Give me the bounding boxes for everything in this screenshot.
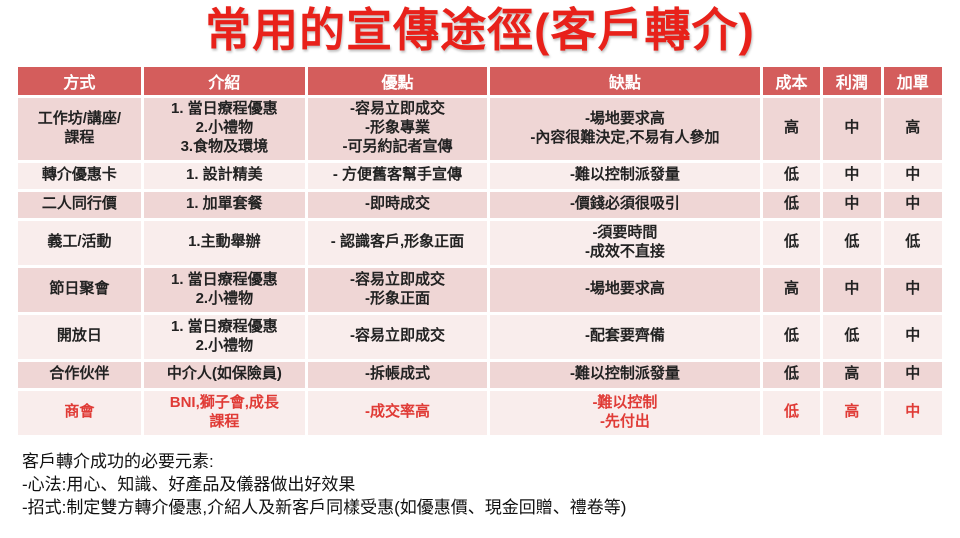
table-cell: 二人同行價 <box>18 191 141 218</box>
table-row: 商會 BNI,獅子會,成長 課程 -成交率高 -難以控制 -先付出低高中 <box>18 390 942 435</box>
page-title: 常用的宣傳途徑(客戶轉介) <box>205 4 755 56</box>
table-cell: 1.主動舉辦 <box>143 220 305 265</box>
table-cell: 節日聚會 <box>18 267 141 312</box>
table-cell: -場地要求高 -內容很難決定,不易有人參加 <box>490 97 760 160</box>
table-cell: 中 <box>883 267 942 312</box>
table-cell: -難以控制派發量 <box>490 162 760 189</box>
table-cell: 低 <box>762 361 821 388</box>
table-row: 合作伙伴 中介人(如保險員) -拆帳成式 -難以控制派發量低高中 <box>18 361 942 388</box>
table-cell: 低 <box>823 220 881 265</box>
footer-notes: 客戶轉介成功的必要元素: -心法:用心、知識、好產品及儀器做出好效果 -招式:制定雙… <box>22 450 960 520</box>
table-cell: 中 <box>883 191 942 218</box>
table-row: 義工/活動 1.主動舉辦 - 認識客戶,形象正面 -須要時間 -成效不直接低低低 <box>18 220 942 265</box>
table-cell: -配套要齊備 <box>490 314 760 359</box>
table-cell: 低 <box>823 314 881 359</box>
table-header-row: 方式 介紹 優點 缺點 成本 利潤 加單 <box>18 66 942 95</box>
footer-line: 客戶轉介成功的必要元素: <box>22 451 214 471</box>
table-cell: 低 <box>762 191 821 218</box>
table-cell: -價錢必須很吸引 <box>490 191 760 218</box>
table-cell: -容易立即成交 -形象正面 <box>307 267 488 312</box>
table-row: 節日聚會 1. 當日療程優惠 2.小禮物 -容易立即成交 -形象正面 -場地要求高高中… <box>18 267 942 312</box>
table-cell: -即時成交 <box>307 191 488 218</box>
table-cell: 低 <box>762 390 821 435</box>
table-cell: -須要時間 -成效不直接 <box>490 220 760 265</box>
table-cell: -場地要求高 <box>490 267 760 312</box>
table-cell: 高 <box>762 267 821 312</box>
table-cell: - 認識客戶,形象正面 <box>307 220 488 265</box>
table-cell: 開放日 <box>18 314 141 359</box>
column-header: 優點 <box>307 66 488 95</box>
table-header: 方式 介紹 優點 缺點 成本 利潤 加單 <box>18 66 942 95</box>
table-cell: 中 <box>883 390 942 435</box>
table-cell: 合作伙伴 <box>18 361 141 388</box>
column-header: 介紹 <box>143 66 305 95</box>
table-cell: 低 <box>883 220 942 265</box>
table-row: 轉介優惠卡 1. 設計精美 - 方便舊客幫手宣傳 -難以控制派發量低中中 <box>18 162 942 189</box>
table-cell: 1. 當日療程優惠 2.小禮物 <box>143 314 305 359</box>
footer-line: -心法:用心、知識、好產品及儀器做出好效果 <box>22 474 356 494</box>
table-cell: 轉介優惠卡 <box>18 162 141 189</box>
table-cell: 高 <box>762 97 821 160</box>
table-cell: 中 <box>883 314 942 359</box>
table-cell: 1. 設計精美 <box>143 162 305 189</box>
table-cell: 中 <box>823 191 881 218</box>
table-cell: BNI,獅子會,成長 課程 <box>143 390 305 435</box>
table-row: 開放日 1. 當日療程優惠 2.小禮物 -容易立即成交 -配套要齊備低低中 <box>18 314 942 359</box>
table-cell: 1. 當日療程優惠 2.小禮物 3.食物及環境 <box>143 97 305 160</box>
footer-line: -招式:制定雙方轉介優惠,介紹人及新客戶同樣受惠(如優惠價、現金回贈、禮卷等) <box>22 498 627 518</box>
table-cell: 中介人(如保險員) <box>143 361 305 388</box>
table-cell: -拆帳成式 <box>307 361 488 388</box>
column-header: 加單 <box>883 66 942 95</box>
table-body: 工作坊/講座/ 課程 1. 當日療程優惠 2.小禮物 3.食物及環境 -容易立即成交… <box>18 97 942 435</box>
table-cell: 中 <box>823 97 881 160</box>
table-cell: 中 <box>883 361 942 388</box>
table-cell: 低 <box>762 314 821 359</box>
table-cell: 工作坊/講座/ 課程 <box>18 97 141 160</box>
table-cell: 高 <box>883 97 942 160</box>
table-cell: 中 <box>823 267 881 312</box>
table-cell: 高 <box>823 390 881 435</box>
table-cell: -難以控制 -先付出 <box>490 390 760 435</box>
table-cell: - 方便舊客幫手宣傳 <box>307 162 488 189</box>
table-cell: -容易立即成交 <box>307 314 488 359</box>
table-cell: 義工/活動 <box>18 220 141 265</box>
table-cell: 中 <box>823 162 881 189</box>
promotion-table: 方式 介紹 優點 缺點 成本 利潤 加單 工作坊/講座/ 課程 1. 當日療程優惠 2.小禮物… <box>15 64 945 438</box>
table-cell: 高 <box>823 361 881 388</box>
table-cell: -成交率高 <box>307 390 488 435</box>
table-cell: 低 <box>762 162 821 189</box>
table-cell: -難以控制派發量 <box>490 361 760 388</box>
table-cell: 1. 當日療程優惠 2.小禮物 <box>143 267 305 312</box>
column-header: 缺點 <box>490 66 760 95</box>
table-cell: 低 <box>762 220 821 265</box>
table-row: 工作坊/講座/ 課程 1. 當日療程優惠 2.小禮物 3.食物及環境 -容易立即成交… <box>18 97 942 160</box>
table-row: 二人同行價 1. 加單套餐 -即時成交 -價錢必須很吸引低中中 <box>18 191 942 218</box>
table-cell: 商會 <box>18 390 141 435</box>
column-header: 成本 <box>762 66 821 95</box>
table-cell: -容易立即成交 -形象專業 -可另約記者宣傳 <box>307 97 488 160</box>
table-cell: 1. 加單套餐 <box>143 191 305 218</box>
column-header: 利潤 <box>823 66 881 95</box>
table-cell: 中 <box>883 162 942 189</box>
column-header: 方式 <box>18 66 141 95</box>
